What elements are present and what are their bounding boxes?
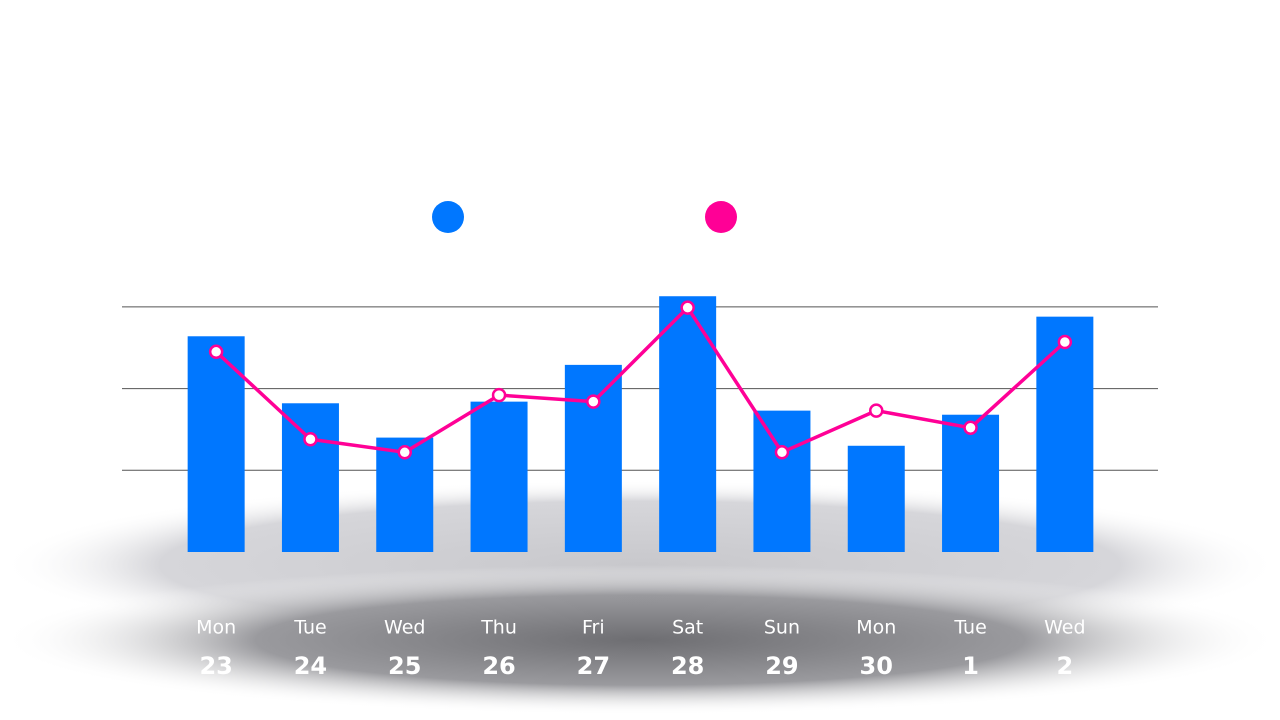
x-tick-label: Tue — [953, 617, 986, 639]
bar — [753, 410, 811, 552]
line-point — [303, 431, 318, 447]
legend-marker — [705, 201, 737, 233]
bar — [659, 296, 717, 552]
line-point — [869, 403, 884, 418]
line-point — [963, 420, 978, 436]
bar — [942, 414, 1000, 552]
x-tick-label: Sun — [764, 617, 800, 639]
x-tick-label: Wed — [1044, 617, 1085, 639]
x-tick-sublabel: 30 — [860, 652, 893, 680]
bar — [564, 364, 622, 552]
line-point — [208, 344, 224, 360]
x-tick-label: Wed — [384, 617, 425, 639]
line-point — [586, 394, 601, 409]
bar — [1036, 316, 1094, 552]
x-tick-label: Fri — [582, 617, 605, 639]
line — [214, 305, 1067, 455]
legend-marker — [432, 201, 464, 233]
x-tick-label: Thu — [480, 617, 517, 639]
floor-shadow — [0, 565, 1280, 715]
line-point — [397, 445, 412, 460]
bar — [847, 445, 905, 552]
bar — [470, 401, 528, 552]
x-tick-sublabel: 29 — [765, 652, 798, 680]
x-tick-sublabel: 25 — [388, 652, 421, 680]
x-tick-sublabel: 26 — [482, 652, 515, 680]
line-point — [680, 300, 695, 315]
bar — [187, 336, 245, 552]
x-tick-label: Tue — [293, 617, 326, 639]
x-tick-sublabel: 24 — [294, 652, 327, 680]
x-tick-sublabel: 27 — [577, 652, 610, 680]
x-tick-sublabel: 2 — [1056, 652, 1073, 680]
bar — [281, 403, 339, 552]
x-tick-label: Sat — [672, 617, 703, 639]
x-tick-label: Mon — [196, 617, 236, 639]
x-tick-sublabel: 23 — [199, 652, 232, 680]
line-point — [491, 387, 507, 403]
x-tick-sublabel: 28 — [671, 652, 704, 680]
x-tick-label: Mon — [856, 617, 896, 639]
line-point — [774, 445, 790, 460]
x-tick-sublabel: 1 — [962, 652, 979, 680]
line-point — [1057, 334, 1073, 350]
